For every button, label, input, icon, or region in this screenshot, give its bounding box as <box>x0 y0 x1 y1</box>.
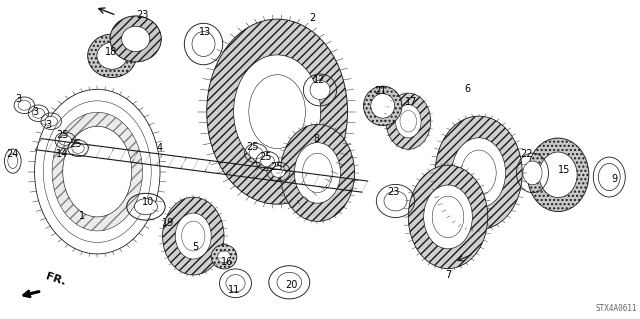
Text: 19: 19 <box>161 218 174 228</box>
Text: 24: 24 <box>6 149 19 159</box>
Ellipse shape <box>63 126 132 217</box>
Text: 23: 23 <box>387 187 400 197</box>
Ellipse shape <box>435 116 522 230</box>
Text: 25: 25 <box>270 162 283 173</box>
Ellipse shape <box>384 191 407 211</box>
Text: 2: 2 <box>309 12 316 23</box>
Ellipse shape <box>218 251 230 263</box>
Ellipse shape <box>72 143 84 153</box>
Text: 22: 22 <box>520 149 532 159</box>
Text: 7: 7 <box>445 270 451 280</box>
Ellipse shape <box>59 135 72 145</box>
Ellipse shape <box>211 245 237 269</box>
Text: FR.: FR. <box>45 271 67 287</box>
Ellipse shape <box>364 86 402 126</box>
Ellipse shape <box>226 275 245 292</box>
Text: 15: 15 <box>558 165 571 175</box>
Text: 25: 25 <box>69 139 82 149</box>
Ellipse shape <box>527 138 589 211</box>
Ellipse shape <box>280 124 355 221</box>
Text: 14: 14 <box>56 149 68 159</box>
Ellipse shape <box>97 42 127 69</box>
Ellipse shape <box>408 165 488 269</box>
Ellipse shape <box>88 34 136 78</box>
Ellipse shape <box>207 19 348 204</box>
Text: 3: 3 <box>15 94 21 104</box>
Text: 4: 4 <box>157 143 163 153</box>
Text: 3: 3 <box>32 107 38 117</box>
Ellipse shape <box>539 152 577 197</box>
Ellipse shape <box>371 94 395 118</box>
Text: 8: 8 <box>314 134 320 144</box>
Text: 17: 17 <box>405 97 418 107</box>
Text: 1: 1 <box>79 211 85 221</box>
Text: 18: 18 <box>104 47 117 57</box>
Text: 13: 13 <box>198 27 211 37</box>
Ellipse shape <box>424 185 472 249</box>
Text: 6: 6 <box>464 84 470 94</box>
Ellipse shape <box>294 143 340 203</box>
Text: 9: 9 <box>611 174 618 184</box>
Text: 23: 23 <box>136 10 148 20</box>
Ellipse shape <box>396 105 421 138</box>
Ellipse shape <box>523 161 542 185</box>
Ellipse shape <box>310 80 330 100</box>
Ellipse shape <box>452 138 506 208</box>
Text: 25: 25 <box>56 130 69 140</box>
Ellipse shape <box>249 147 263 159</box>
Text: 25: 25 <box>246 142 259 152</box>
Ellipse shape <box>32 108 45 118</box>
Text: 11: 11 <box>227 285 240 295</box>
Text: 3: 3 <box>45 120 51 130</box>
Text: 16: 16 <box>221 257 234 267</box>
Ellipse shape <box>234 55 321 168</box>
Ellipse shape <box>277 272 301 292</box>
Text: 21: 21 <box>374 86 387 96</box>
Text: 20: 20 <box>285 279 298 290</box>
Ellipse shape <box>18 100 31 110</box>
Text: STX4A0611: STX4A0611 <box>595 304 637 313</box>
Ellipse shape <box>134 199 157 215</box>
Ellipse shape <box>192 32 215 56</box>
Ellipse shape <box>52 112 143 231</box>
Ellipse shape <box>8 154 18 168</box>
Ellipse shape <box>175 213 211 259</box>
Text: 25: 25 <box>259 152 272 162</box>
Ellipse shape <box>386 93 431 149</box>
Text: 10: 10 <box>142 197 155 207</box>
Ellipse shape <box>110 16 161 62</box>
Ellipse shape <box>271 166 285 177</box>
Ellipse shape <box>45 116 58 126</box>
Text: 5: 5 <box>192 242 198 252</box>
Ellipse shape <box>122 26 150 52</box>
Text: 12: 12 <box>312 75 325 85</box>
Ellipse shape <box>163 197 224 275</box>
Ellipse shape <box>260 155 275 167</box>
